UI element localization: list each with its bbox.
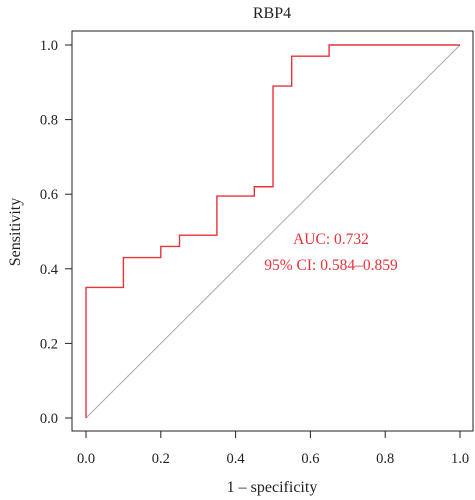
chart-title: RBP4	[253, 5, 291, 22]
y-axis: 0.0 0.2 0.4 0.6 0.8 1.0	[40, 38, 72, 427]
x-tick-label: 0.4	[227, 451, 246, 467]
y-tick-label: 0.0	[40, 411, 58, 427]
x-axis-label: 1 – specificity	[227, 479, 318, 496]
x-tick-label: 0.8	[376, 451, 394, 467]
x-tick-label: 0.2	[152, 451, 170, 467]
x-axis: 0.0 0.2 0.4 0.6 0.8 1.0	[77, 431, 469, 467]
reference-diagonal	[85, 44, 461, 419]
y-tick-label: 0.2	[40, 336, 58, 352]
roc-curve	[85, 44, 460, 418]
y-axis-label: Sensitivity	[7, 198, 24, 266]
ci-annotation: 95% CI: 0.584–0.859	[264, 257, 398, 274]
x-tick-label: 0.6	[301, 451, 319, 467]
y-tick-label: 0.6	[40, 187, 58, 203]
plot-frame	[71, 30, 474, 432]
x-tick-label: 0.0	[77, 451, 95, 467]
y-tick-label: 1.0	[40, 38, 58, 54]
auc-annotation: AUC: 0.732	[293, 231, 369, 248]
y-tick-label: 0.8	[40, 113, 58, 129]
x-tick-label: 1.0	[451, 451, 469, 467]
y-tick-label: 0.4	[40, 262, 59, 278]
